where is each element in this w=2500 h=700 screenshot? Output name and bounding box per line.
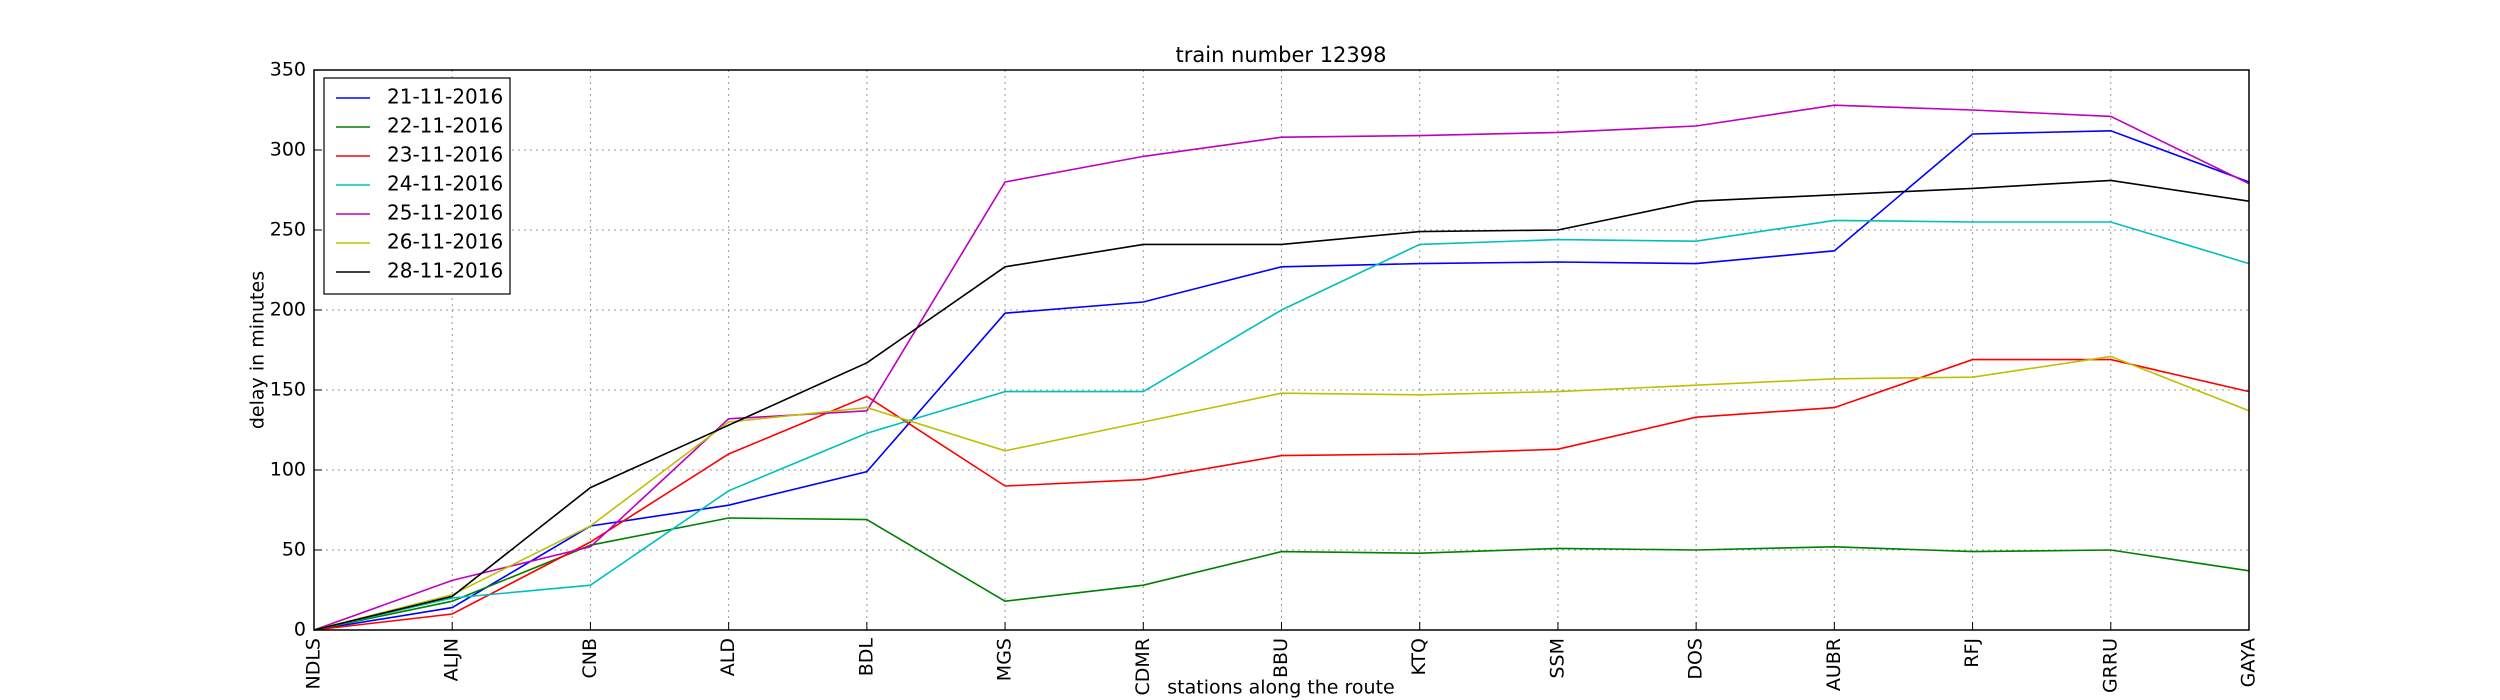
chart-title: train number 12398 [1176,43,1387,67]
series-line [313,219,2250,631]
x-tick-label: SSM [1546,638,1568,679]
legend-label: 24-11-2016 [387,172,503,196]
x-tick-label: ALJN [441,638,463,681]
series-line [313,129,2250,631]
y-tick-label: 150 [270,379,306,401]
x-tick-label: BDL [855,638,877,677]
x-tick-label: MGS [994,638,1016,681]
y-tick-label: 350 [270,59,306,81]
series-line [313,355,2250,631]
x-tick-label: ALD [717,638,739,676]
y-axis-label: delay in minutes [247,271,269,429]
legend-box [323,77,511,295]
x-tick-label: AUBR [1823,638,1845,691]
y-tick-label: 0 [294,619,306,641]
legend-label: 28-11-2016 [387,259,503,283]
legend-label: 25-11-2016 [387,201,503,225]
y-tick-label: 300 [270,139,306,161]
y-tick-label: 200 [270,299,306,321]
x-tick-label: GRRU [2099,638,2121,693]
legend-label: 26-11-2016 [387,230,503,254]
y-tick-label: 100 [270,459,306,481]
series-line [313,179,2250,631]
series-line [313,104,2250,631]
legend-label: 22-11-2016 [387,114,503,138]
x-axis-label: stations along the route [1167,677,1394,699]
x-tick-label: RFJ [1961,638,1983,668]
x-tick-label: DOS [1685,638,1707,680]
legend-label: 21-11-2016 [387,85,503,109]
y-tick-label: 250 [270,219,306,241]
x-tick-label: CNB [579,638,601,679]
plot-frame [313,69,2250,631]
x-tick-label: BBU [1270,638,1292,678]
legend-label: 23-11-2016 [387,143,503,167]
x-tick-label: CDMR [1132,638,1154,696]
x-tick-label: KTQ [1408,638,1430,676]
y-tick-label: 50 [282,539,306,561]
series-line [313,517,2250,631]
x-tick-label: NDLS [303,638,325,690]
series-line [313,358,2250,631]
x-tick-label: GAYA [2238,638,2260,687]
